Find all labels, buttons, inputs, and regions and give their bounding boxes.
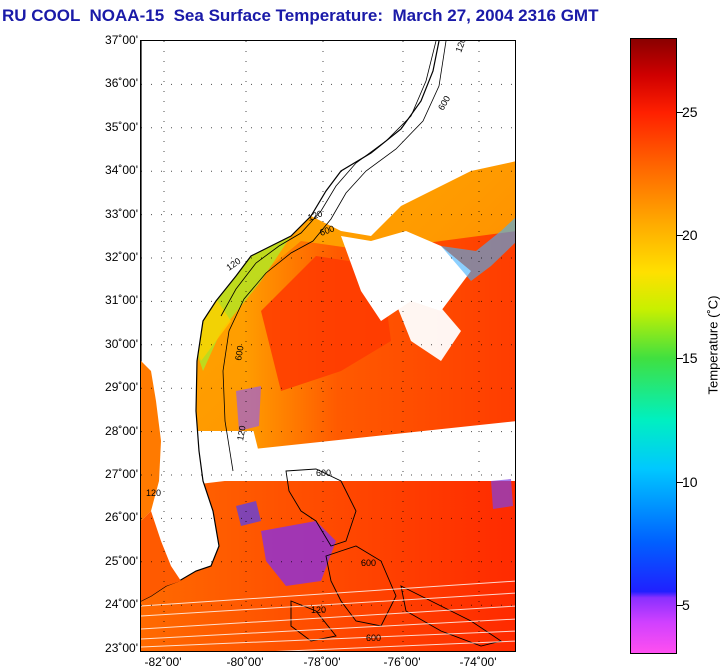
- isobath-labels: 120 600 120 600 120 600 120 600 120 600 …: [146, 41, 468, 643]
- latitude-label: 27˚00': [105, 467, 138, 481]
- colorbar-tick-label: 5: [682, 596, 690, 613]
- isobath-label: 120: [146, 488, 161, 498]
- isobath-label: 600: [366, 633, 381, 643]
- bahamas-bank-3: [400, 585, 503, 647]
- warm-core: [261, 256, 391, 391]
- data-gap-swath: [141, 421, 515, 491]
- colorbar-tick-label: 25: [682, 103, 698, 120]
- grid-lines: [141, 41, 515, 651]
- longitude-label: -82˚00': [144, 655, 182, 669]
- isobath-120: [220, 41, 437, 317]
- colorbar-tick: [677, 604, 683, 606]
- isobath-label: 120: [235, 425, 247, 442]
- latitude-label: 32˚00': [105, 250, 138, 264]
- latitude-label: 30˚00': [105, 336, 138, 351]
- purple-patch-1: [261, 521, 336, 586]
- colorbar-tick: [677, 111, 683, 113]
- cloud-east: [341, 231, 471, 321]
- latitude-label: 26˚00': [105, 510, 138, 525]
- isobath-label: 600: [361, 558, 376, 568]
- colorbar-title: Temperature (˚C): [705, 295, 721, 395]
- isobath-label: 600: [316, 468, 331, 478]
- longitude-label: -74˚00': [459, 655, 497, 669]
- gulf-water: [141, 361, 161, 521]
- longitude-label: -80˚00': [226, 655, 264, 669]
- bahamas-bank-4: [290, 600, 337, 642]
- latitude-label: 37˚00': [105, 33, 138, 47]
- gulf-water-south: [141, 511, 181, 601]
- latitude-label: 29˚00': [105, 380, 138, 395]
- colorbar-tick: [677, 358, 683, 360]
- latitude-label: 33˚00': [105, 206, 138, 221]
- sst-map-svg: 120 600 120 600 120 600 120 600 120 600 …: [141, 41, 515, 651]
- latitude-label: 24˚00': [105, 597, 138, 612]
- longitude-label: -78˚00': [303, 655, 341, 669]
- isobath-label: 120: [306, 208, 324, 223]
- latitude-label: 36˚00': [105, 76, 138, 91]
- colorbar-tick-label: 15: [682, 350, 698, 367]
- colorbar-tick: [677, 235, 683, 237]
- isobath-label: 120: [311, 605, 326, 615]
- colorbar-tick-label: 10: [682, 473, 698, 490]
- colorbar-tick: [677, 481, 683, 483]
- latitude-label: 28˚00': [105, 423, 138, 438]
- temperature-colorbar: [630, 38, 677, 654]
- colorbar-tick-label: 20: [682, 227, 698, 244]
- bahamas-bank-1: [285, 468, 357, 547]
- sst-map: 120 600 120 600 120 600 120 600 120 600 …: [140, 40, 516, 652]
- scan-streaks: [141, 580, 515, 651]
- latitude-label: 34˚00': [105, 163, 138, 178]
- cloud-fringe-2: [441, 217, 515, 281]
- isobath-600: [222, 41, 447, 472]
- page-title: RU COOL NOAA-15 Sea Surface Temperature:…: [2, 6, 599, 25]
- purple-patch-4: [236, 386, 261, 431]
- longitude-label: -76˚00': [383, 655, 421, 669]
- latitude-label: 31˚00': [105, 293, 138, 308]
- latitude-label: 25˚00': [105, 553, 138, 568]
- latitude-label: 23˚00': [105, 640, 138, 655]
- isobath-label: 600: [233, 345, 245, 362]
- purple-patch-3: [491, 479, 513, 509]
- cloud-east2: [391, 291, 461, 361]
- isobath-label: 600: [318, 223, 336, 238]
- land-mainland: [141, 41, 439, 601]
- purple-patch-2: [236, 501, 261, 526]
- latitude-label: 35˚00': [105, 119, 138, 134]
